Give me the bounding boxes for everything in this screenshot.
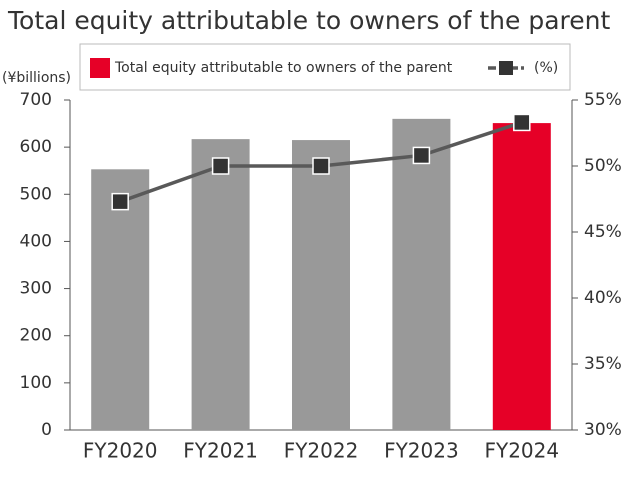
y2-tick-label: 55% [584, 90, 622, 110]
y-tick-label: 100 [20, 373, 52, 393]
y2-tick-label: 35% [584, 354, 622, 374]
legend-marker [499, 61, 513, 75]
y-tick-label: 700 [20, 90, 52, 110]
bar [492, 123, 551, 430]
bar [91, 169, 150, 431]
x-tick-label: FY2023 [384, 439, 459, 463]
y-axis-label: (¥billions) [2, 70, 71, 86]
legend-label: Total equity attributable to owners of t… [114, 60, 453, 76]
y-tick-label: 400 [20, 231, 52, 251]
x-tick-label: FY2022 [284, 439, 359, 463]
y2-tick-label: 40% [584, 288, 622, 308]
legend-label: (%) [534, 60, 558, 76]
x-tick-label: FY2020 [83, 439, 158, 463]
y2-tick-label: 45% [584, 222, 622, 242]
y-tick-label: 500 [20, 184, 52, 204]
y-tick-label: 0 [41, 420, 52, 440]
chart-title: Total equity attributable to owners of t… [7, 6, 610, 35]
bar [191, 139, 250, 430]
y-tick-label: 300 [20, 279, 52, 299]
y2-tick-label: 30% [584, 420, 622, 440]
bar [392, 118, 451, 430]
line-marker [312, 157, 330, 175]
y-tick-label: 200 [20, 326, 52, 346]
line-marker [211, 157, 230, 175]
x-tick-label: FY2021 [183, 439, 258, 463]
y2-tick-label: 50% [584, 156, 622, 176]
line-marker [412, 146, 431, 165]
line-marker [111, 192, 129, 211]
y-tick-label: 600 [20, 137, 52, 157]
line-marker [513, 113, 531, 132]
x-tick-label: FY2024 [484, 439, 559, 463]
bar [292, 140, 350, 431]
legend-swatch [90, 58, 110, 78]
